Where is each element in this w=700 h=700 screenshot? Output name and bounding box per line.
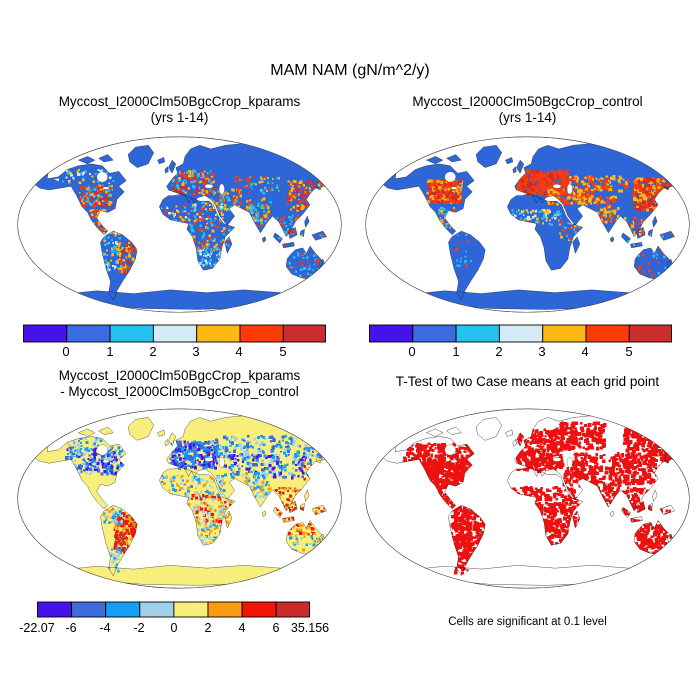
colorbar-tick: 4 <box>238 621 246 635</box>
colorbar-segment <box>282 324 326 343</box>
colorbar-diff <box>37 601 310 618</box>
colorbar-segment <box>412 324 457 343</box>
colorbar-tick: 0 <box>62 344 70 359</box>
colorbar-tick: 2 <box>149 344 157 359</box>
colorbar-segment <box>628 324 672 343</box>
colorbar-segment <box>23 324 68 343</box>
colorbar-segment <box>498 324 544 343</box>
colorbar-kparams <box>23 324 326 343</box>
colorbar-segment <box>455 324 500 343</box>
colorbar-segment <box>239 324 284 343</box>
significance-caption: Cells are significant at 0.1 level <box>448 616 607 628</box>
panel-title-diff-line2: - Myccost_I2000Clm50BgcCrop_control <box>60 384 299 399</box>
colorbar-tick: 35.156 <box>290 621 330 635</box>
colorbar-segment <box>207 601 243 618</box>
colorbar-segment <box>369 324 414 343</box>
map-diff <box>17 408 342 589</box>
colorbar-tick: -4 <box>99 621 111 635</box>
colorbar-tick: 0 <box>170 621 178 635</box>
colorbar-tick: 1 <box>452 344 460 359</box>
colorbar-segment <box>139 601 175 618</box>
colorbar-tick: 4 <box>235 344 243 359</box>
panel-title-control-line1: Myccost_I2000Clm50BgcCrop_control <box>412 94 643 109</box>
colorbar-tick: -22.07 <box>19 621 55 635</box>
panel-title-control-line2: (yrs 1-14) <box>498 110 557 125</box>
colorbar-tick: 2 <box>495 344 503 359</box>
colorbar-tick: 5 <box>625 344 633 359</box>
map-kparams <box>17 136 342 313</box>
colorbar-tick: 3 <box>538 344 546 359</box>
colorbar-tick: 4 <box>581 344 589 359</box>
colorbar-segment <box>152 324 198 343</box>
colorbar-tick: -6 <box>65 621 77 635</box>
panel-title-diff: Myccost_I2000Clm50BgcCrop_kparams - Mycc… <box>14 368 345 400</box>
colorbar-segment <box>71 601 107 618</box>
colorbar-segment <box>196 324 241 343</box>
figure-title: MAM NAM (gN/m^2/y) <box>270 62 430 79</box>
panel-title-kparams-line1: Myccost_I2000Clm50BgcCrop_kparams <box>58 94 301 109</box>
map-control <box>365 136 690 313</box>
colorbar-tick: -2 <box>133 621 145 635</box>
colorbar-segment <box>66 324 111 343</box>
colorbar-segment <box>275 601 310 618</box>
panel-title-kparams-line2: (yrs 1-14) <box>150 110 209 125</box>
panel-title-diff-line1: Myccost_I2000Clm50BgcCrop_kparams <box>58 368 301 383</box>
colorbar-segment <box>105 601 141 618</box>
panel-title-kparams: Myccost_I2000Clm50BgcCrop_kparams (yrs 1… <box>14 94 345 126</box>
panel-title-ttest: T-Test of two Case means at each grid po… <box>395 374 660 389</box>
colorbar-tick: 5 <box>279 344 287 359</box>
colorbar-segment <box>109 324 154 343</box>
map-ttest <box>365 408 690 589</box>
colorbar-tick: 2 <box>204 621 212 635</box>
colorbar-segment <box>542 324 587 343</box>
colorbar-tick: 6 <box>272 621 280 635</box>
colorbar-segment <box>173 601 209 618</box>
grid-cells-diff <box>53 434 330 573</box>
colorbar-segment <box>37 601 73 618</box>
colorbar-segment <box>241 601 277 618</box>
colorbar-tick: 1 <box>106 344 114 359</box>
colorbar-tick: 0 <box>408 344 416 359</box>
colorbar-tick: 3 <box>192 344 200 359</box>
colorbar-segment <box>585 324 630 343</box>
grid-cells-control <box>426 169 676 278</box>
colorbar-control <box>369 324 672 343</box>
panel-title-control: Myccost_I2000Clm50BgcCrop_control (yrs 1… <box>362 94 693 126</box>
